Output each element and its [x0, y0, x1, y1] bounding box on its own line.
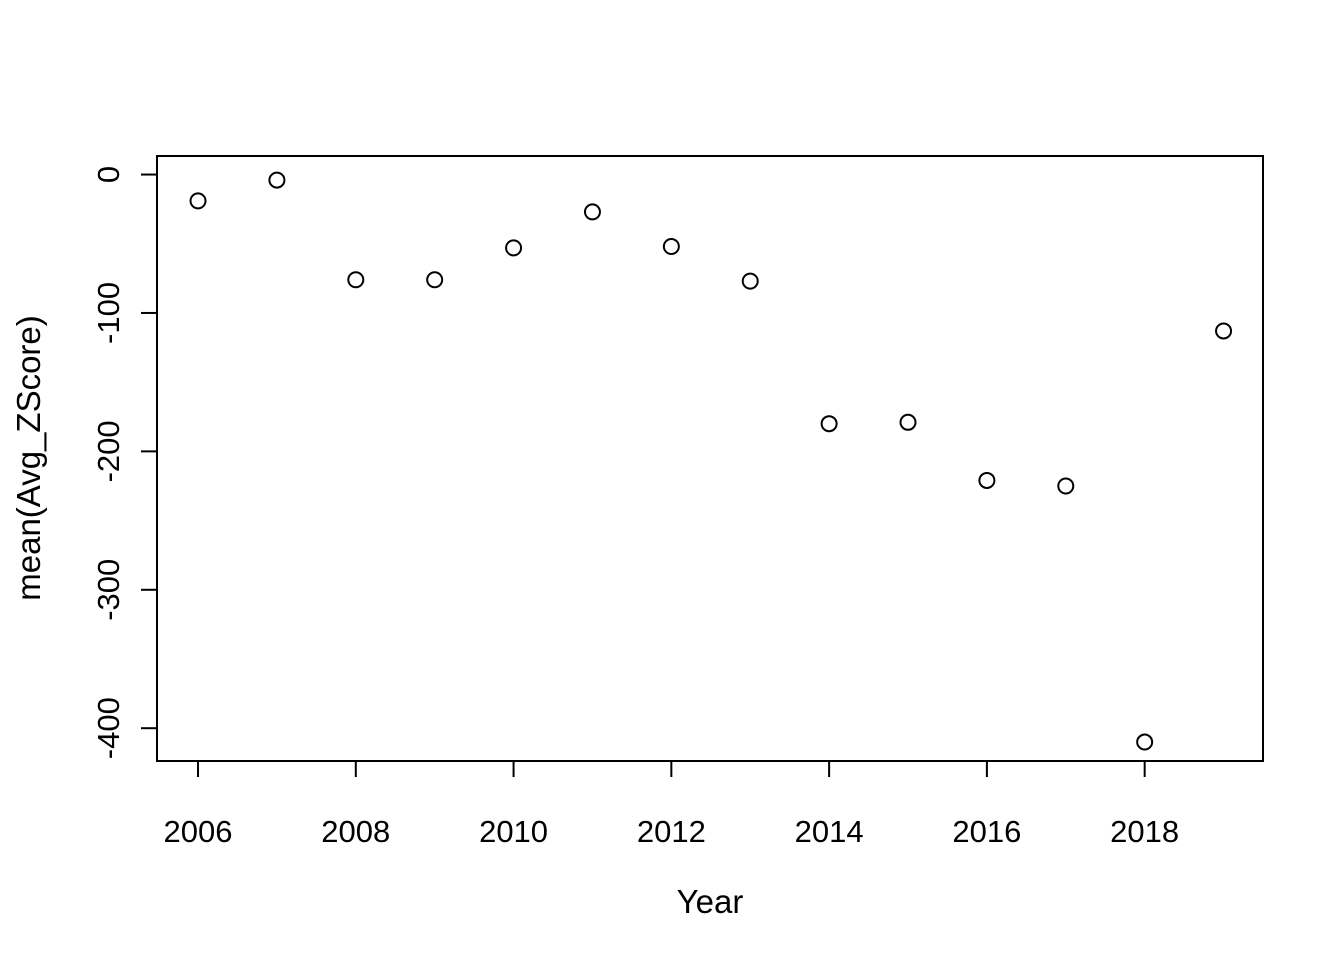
data-point: [1057, 477, 1075, 495]
data-point: [426, 271, 444, 289]
data-point: [1215, 322, 1233, 340]
data-point: [347, 271, 365, 289]
x-axis-tick-label: 2006: [164, 814, 233, 849]
y-axis-title: mean(Avg_ZScore): [10, 315, 47, 601]
x-axis-tick-label: 2016: [952, 814, 1021, 849]
data-point: [505, 239, 523, 257]
data-point: [978, 471, 996, 489]
x-axis-tick-label: 2014: [795, 814, 864, 849]
x-axis-tick-label: 2018: [1110, 814, 1179, 849]
y-axis-tick-label: -200: [91, 420, 126, 482]
data-point: [899, 413, 917, 431]
data-point: [268, 171, 286, 189]
chart-generated-layer: 2006 2008 2010 2012 2014 2016 2018 0 -100 -200 -30…: [91, 155, 1264, 849]
data-point: [583, 203, 601, 221]
data-point: [820, 415, 838, 433]
y-axis-tick-label: -100: [91, 282, 126, 344]
data-point: [741, 272, 759, 290]
plot-box: [156, 155, 1264, 762]
x-axis-tick-label: 2010: [479, 814, 548, 849]
data-point: [1136, 733, 1154, 751]
x-axis-title: Year: [677, 883, 744, 920]
x-axis-tick-label: 2008: [321, 814, 390, 849]
data-point: [189, 192, 207, 210]
data-point: [662, 238, 680, 256]
y-axis-tick-label: -400: [91, 697, 126, 759]
y-axis-tick-label: 0: [91, 166, 126, 183]
y-axis-tick-label: -300: [91, 559, 126, 621]
x-axis-tick-label: 2012: [637, 814, 706, 849]
